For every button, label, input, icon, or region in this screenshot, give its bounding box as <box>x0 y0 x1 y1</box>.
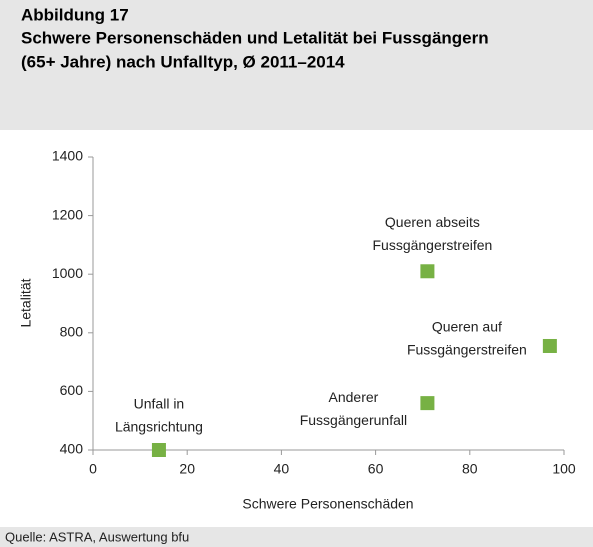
y-tick-label: 600 <box>60 382 84 398</box>
footer-bg <box>0 527 593 547</box>
x-tick-label: 60 <box>368 461 384 477</box>
point-label: Fussgängerstreifen <box>372 237 492 253</box>
x-tick-label: 0 <box>89 461 97 477</box>
y-tick-label: 1200 <box>52 206 83 222</box>
point <box>420 396 435 411</box>
y-tick-label: 1400 <box>52 148 83 164</box>
point-label: Anderer <box>329 389 379 405</box>
y-tick-label: 400 <box>60 441 84 457</box>
point-label: Queren auf <box>432 319 502 335</box>
header-bg <box>0 0 593 130</box>
point-label: Längsrichtung <box>115 419 203 435</box>
chart-title: Schwere Personenschäden und Letalität be… <box>21 28 489 47</box>
point <box>151 443 166 457</box>
point-label: Fussgängerunfall <box>300 412 407 428</box>
source: Quelle: ASTRA, Auswertung bfu <box>5 529 189 544</box>
x-tick-label: 100 <box>552 461 576 477</box>
point-label: Queren abseits <box>385 214 480 230</box>
y-axis-title: Letalität <box>18 278 34 327</box>
figure-label: Abbildung 17 <box>21 5 129 24</box>
y-tick-label: 1000 <box>52 265 83 281</box>
x-tick-label: 80 <box>462 461 478 477</box>
chart-title: (65+ Jahre) nach Unfalltyp, Ø 2011–2014 <box>21 52 345 71</box>
point-label: Fussgängerstreifen <box>407 342 527 358</box>
point <box>542 338 557 353</box>
point-label: Unfall in <box>134 396 185 412</box>
point <box>420 264 435 279</box>
x-tick-label: 20 <box>179 461 195 477</box>
x-axis-title: Schwere Personenschäden <box>242 496 413 512</box>
x-tick-label: 40 <box>274 461 290 477</box>
y-tick-label: 800 <box>60 324 84 340</box>
